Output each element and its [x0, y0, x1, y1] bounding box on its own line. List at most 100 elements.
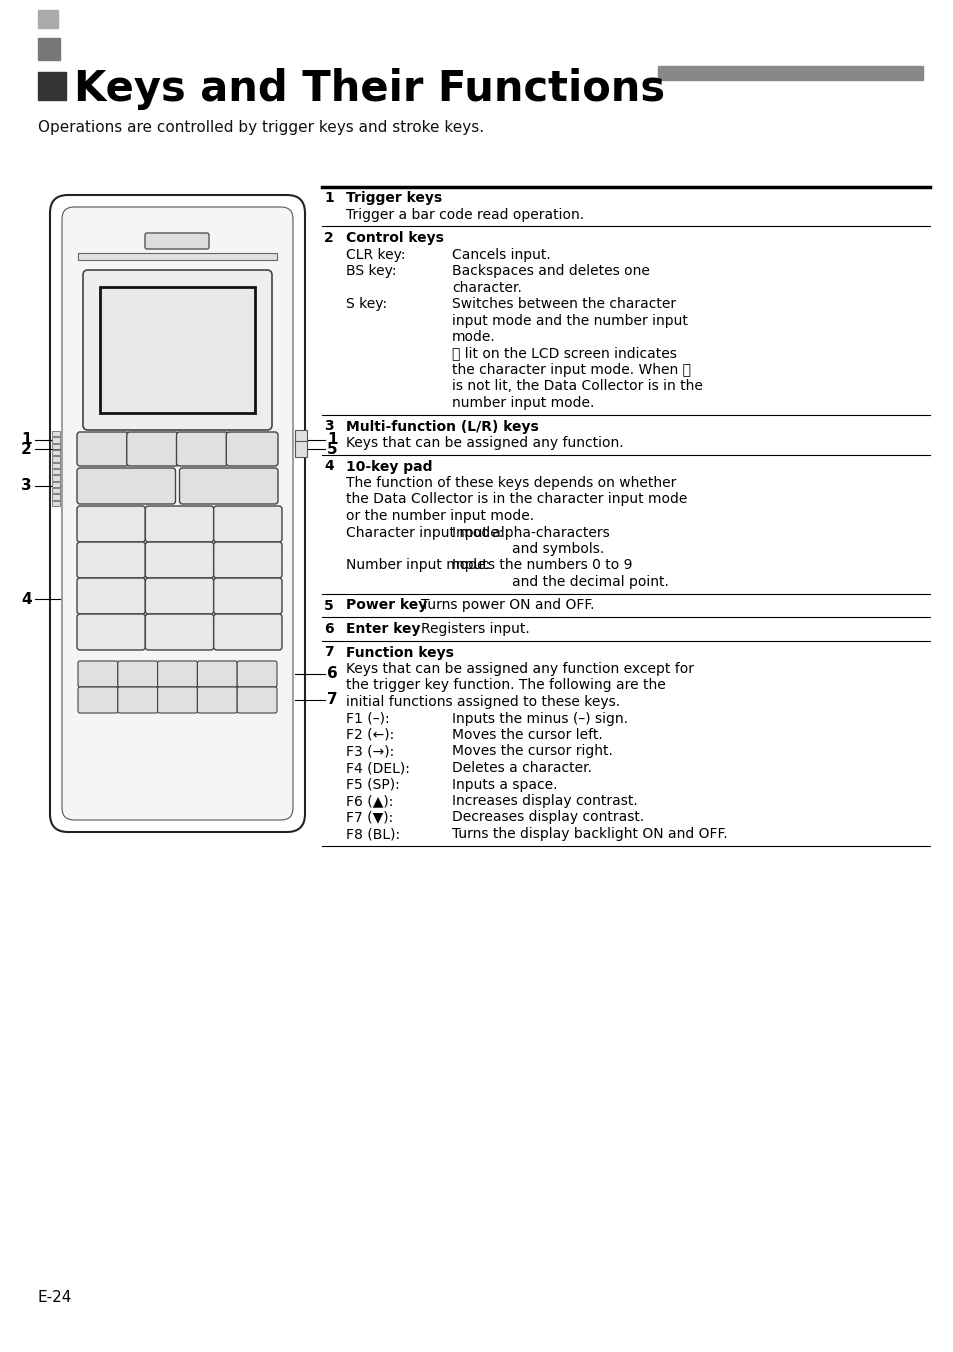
Text: F2 (←):: F2 (←): [346, 727, 394, 742]
Text: Registers input.: Registers input. [420, 622, 529, 635]
Text: Cancels input.: Cancels input. [452, 247, 550, 261]
Bar [294, 430, 307, 450]
Bar [52, 431, 60, 437]
Text: Keys that can be assigned any function except for: Keys that can be assigned any function e… [346, 662, 693, 676]
Text: 2: 2 [324, 231, 334, 245]
Text: BS key:: BS key: [346, 264, 396, 279]
Text: Power key: Power key [346, 599, 427, 612]
Text: Operations are controlled by trigger keys and stroke keys.: Operations are controlled by trigger key… [38, 120, 483, 135]
Text: Increases display contrast.: Increases display contrast. [452, 794, 638, 808]
Text: 1: 1 [324, 191, 334, 206]
Text: Control keys: Control keys [346, 231, 443, 245]
Text: Deletes a character.: Deletes a character. [452, 761, 592, 775]
Text: 6: 6 [324, 622, 334, 635]
Bar [52, 481, 60, 487]
FancyBboxPatch shape [78, 687, 117, 713]
Text: F3 (→):: F3 (→): [346, 745, 394, 758]
FancyBboxPatch shape [127, 433, 178, 466]
FancyBboxPatch shape [83, 270, 272, 430]
FancyBboxPatch shape [117, 687, 157, 713]
Bar [78, 253, 276, 260]
Text: F8 (BL):: F8 (BL): [346, 827, 399, 841]
FancyBboxPatch shape [77, 468, 175, 504]
Text: S key:: S key: [346, 297, 387, 311]
Text: Keys and Their Functions: Keys and Their Functions [74, 68, 664, 110]
Text: Trigger keys: Trigger keys [346, 191, 441, 206]
Text: 4: 4 [21, 592, 32, 607]
Text: Keys that can be assigned any function.: Keys that can be assigned any function. [346, 435, 623, 450]
FancyBboxPatch shape [77, 542, 145, 579]
Text: Trigger a bar code read operation.: Trigger a bar code read operation. [346, 207, 583, 222]
FancyBboxPatch shape [213, 614, 282, 650]
Text: is not lit, the Data Collector is in the: is not lit, the Data Collector is in the [452, 380, 702, 393]
Bar [38, 9, 58, 28]
Text: and the decimal point.: and the decimal point. [512, 575, 668, 589]
FancyBboxPatch shape [213, 579, 282, 614]
Text: Decreases display contrast.: Decreases display contrast. [452, 810, 643, 825]
Text: Enter key: Enter key [346, 622, 420, 635]
FancyBboxPatch shape [145, 614, 213, 650]
FancyBboxPatch shape [237, 661, 276, 687]
Text: Turns the display backlight ON and OFF.: Turns the display backlight ON and OFF. [452, 827, 727, 841]
Text: F5 (SP):: F5 (SP): [346, 777, 399, 791]
Text: 1: 1 [327, 433, 337, 448]
Text: initial functions assigned to these keys.: initial functions assigned to these keys… [346, 695, 619, 708]
Text: 3: 3 [21, 479, 32, 493]
Text: the Data Collector is in the character input mode: the Data Collector is in the character i… [346, 492, 687, 507]
Text: 10-key pad: 10-key pad [346, 460, 432, 473]
Text: Switches between the character: Switches between the character [452, 297, 676, 311]
Bar [52, 456, 60, 461]
FancyBboxPatch shape [197, 661, 237, 687]
Bar [38, 38, 60, 59]
FancyBboxPatch shape [117, 661, 157, 687]
FancyBboxPatch shape [77, 506, 145, 542]
Text: Moves the cursor left.: Moves the cursor left. [452, 727, 602, 742]
Text: Turns power ON and OFF.: Turns power ON and OFF. [420, 599, 594, 612]
FancyBboxPatch shape [50, 195, 305, 831]
Text: Multi-function (L/R) keys: Multi-function (L/R) keys [346, 419, 538, 434]
FancyBboxPatch shape [77, 614, 145, 650]
Text: 4: 4 [324, 460, 334, 473]
Text: the character input mode. When Ⓢ: the character input mode. When Ⓢ [452, 362, 690, 377]
Bar [52, 462, 60, 468]
FancyBboxPatch shape [78, 661, 117, 687]
Text: Function keys: Function keys [346, 645, 454, 660]
Text: 7: 7 [327, 692, 337, 707]
FancyBboxPatch shape [145, 579, 213, 614]
Bar [100, 287, 254, 412]
FancyBboxPatch shape [62, 207, 293, 821]
Text: character.: character. [452, 280, 521, 295]
FancyBboxPatch shape [179, 468, 277, 504]
Text: Inputs the minus (–) sign.: Inputs the minus (–) sign. [452, 711, 627, 726]
Text: The function of these keys depends on whether: The function of these keys depends on wh… [346, 476, 676, 489]
Text: F7 (▼):: F7 (▼): [346, 810, 393, 825]
Bar [52, 450, 60, 456]
FancyBboxPatch shape [197, 687, 237, 713]
Text: E-24: E-24 [38, 1290, 72, 1305]
Bar [294, 441, 307, 457]
Bar [658, 66, 923, 80]
FancyBboxPatch shape [213, 542, 282, 579]
Bar [52, 488, 60, 493]
FancyBboxPatch shape [176, 433, 228, 466]
Text: the trigger key function. The following are the: the trigger key function. The following … [346, 679, 665, 692]
Text: and symbols.: and symbols. [512, 542, 603, 556]
Text: Number input mode:: Number input mode: [346, 558, 490, 572]
Text: input mode and the number input: input mode and the number input [452, 314, 687, 327]
Text: Moves the cursor right.: Moves the cursor right. [452, 745, 612, 758]
Text: 1: 1 [22, 433, 32, 448]
Bar [52, 495, 60, 500]
Text: 6: 6 [327, 667, 337, 681]
Text: Inputs the numbers 0 to 9: Inputs the numbers 0 to 9 [452, 558, 632, 572]
Text: 5: 5 [327, 442, 337, 457]
Text: 7: 7 [324, 645, 334, 660]
Text: Character input mode:: Character input mode: [346, 526, 503, 539]
Text: or the number input mode.: or the number input mode. [346, 508, 534, 523]
Text: Inputs a space.: Inputs a space. [452, 777, 557, 791]
Text: mode.: mode. [452, 330, 496, 343]
Bar [38, 72, 66, 100]
Text: Ⓢ lit on the LCD screen indicates: Ⓢ lit on the LCD screen indicates [452, 346, 677, 361]
FancyBboxPatch shape [213, 506, 282, 542]
Text: F4 (DEL):: F4 (DEL): [346, 761, 410, 775]
Text: 5: 5 [324, 599, 334, 612]
